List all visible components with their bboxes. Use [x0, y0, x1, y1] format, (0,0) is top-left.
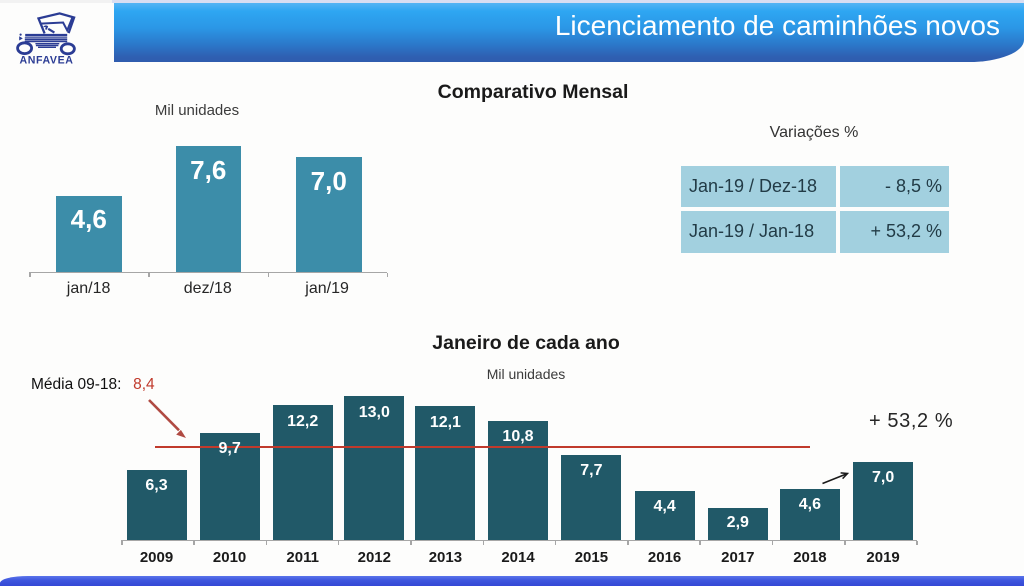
- svg-text:ANFAVEA: ANFAVEA: [19, 55, 73, 67]
